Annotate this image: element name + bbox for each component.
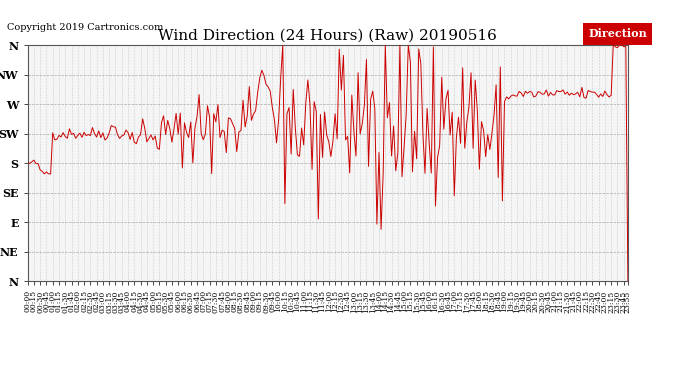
Title: Wind Direction (24 Hours) (Raw) 20190516: Wind Direction (24 Hours) (Raw) 20190516: [158, 28, 497, 42]
Text: Copyright 2019 Cartronics.com: Copyright 2019 Cartronics.com: [7, 23, 164, 32]
Text: Direction: Direction: [588, 28, 647, 39]
